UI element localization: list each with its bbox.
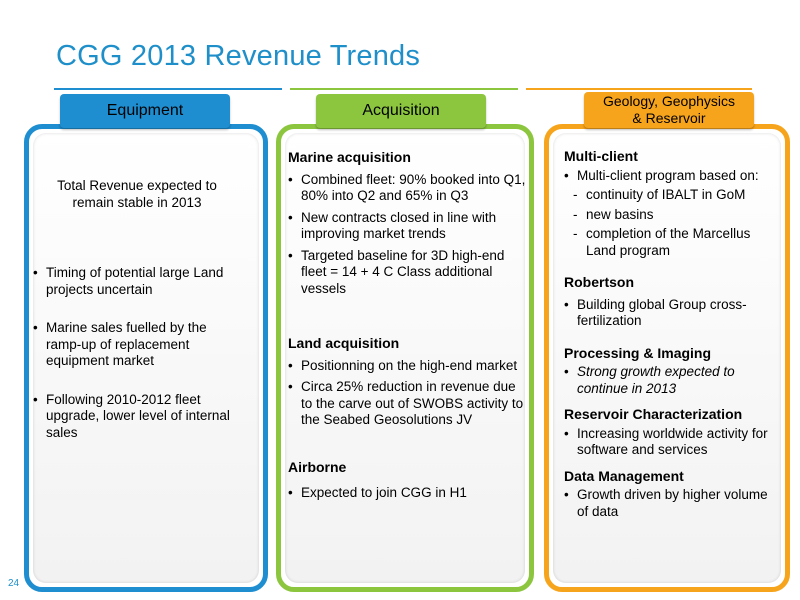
marine-bullet-text: Targeted baseline for 3D high-end fleet …: [301, 247, 505, 296]
equipment-bullet-text: Timing of potential large Land projects …: [46, 265, 224, 297]
equipment-tab: Equipment: [60, 94, 230, 128]
list-item: • Circa 25% reduction in revenue due to t…: [288, 379, 526, 429]
dash-glyph: -: [573, 187, 578, 202]
bullet-glyph: •: [288, 247, 293, 263]
list-item: • Combined fleet: 90% booked into Q1, 80%…: [288, 172, 526, 205]
equipment-intro: Total Revenue expected to remain stable …: [57, 178, 217, 210]
list-item: • Growth driven by higher volume of data: [564, 487, 780, 520]
equipment-bullet-text: Marine sales fuelled by the ramp-up of r…: [46, 320, 207, 368]
bullet-glyph: •: [288, 209, 293, 225]
list-item: • Timing of potential large Land projects…: [33, 265, 241, 298]
marine-bullet-text: Combined fleet: 90% booked into Q1, 80% …: [301, 171, 526, 204]
multiclient-dash-text: new basins: [586, 206, 654, 222]
bullet-glyph: •: [288, 171, 293, 187]
bullet-glyph: •: [564, 296, 569, 312]
robertson-heading: Robertson: [564, 274, 634, 290]
dash-glyph: -: [573, 206, 578, 222]
processing-heading: Processing & Imaging: [564, 344, 712, 361]
title-rule-green: [290, 88, 518, 90]
list-item: - new basins: [564, 207, 780, 224]
multiclient-heading: Multi-client: [564, 148, 638, 164]
bullet-glyph: •: [564, 425, 569, 441]
airborne-heading: Airborne: [288, 458, 347, 475]
multiclient-bullet-text: Multi-client program based on:: [577, 167, 759, 183]
list-item: • Multi-client program based on:: [564, 168, 780, 185]
bullet-glyph: •: [33, 265, 38, 280]
ggr-tab-line2: & Reservoir: [632, 110, 706, 126]
ggr-content: Multi-client • Multi-client program based…: [564, 148, 780, 525]
marine-bullet-text: New contracts closed in line with improv…: [301, 209, 497, 242]
list-item: • New contracts closed in line with impro…: [288, 210, 526, 243]
acquisition-content: Marine acquisition • Combined fleet: 90% …: [288, 149, 526, 507]
bullet-glyph: •: [564, 364, 569, 379]
processing-bullet-text: Strong growth expected to continue in 20…: [577, 364, 735, 396]
bullet-glyph: •: [288, 485, 293, 500]
bullet-glyph: •: [288, 379, 293, 394]
data-management-bullet-text: Growth driven by higher volume of data: [577, 487, 768, 519]
land-bullet-text: Circa 25% reduction in revenue due to th…: [301, 379, 524, 427]
dash-glyph: -: [573, 226, 578, 241]
acquisition-tab: Acquisition: [316, 94, 486, 128]
ggr-panel: [544, 124, 790, 592]
bullet-glyph: •: [564, 487, 569, 502]
data-management-heading: Data Management: [564, 467, 684, 484]
reservoir-bullet-text: Increasing worldwide activity for softwa…: [577, 425, 768, 458]
multiclient-dash-text: completion of the Marcellus Land program: [586, 226, 751, 258]
list-item: • Strong growth expected to continue in 2…: [564, 364, 780, 397]
airborne-bullet-text: Expected to join CGG in H1: [301, 485, 467, 500]
land-heading: Land acquisition: [288, 335, 400, 351]
acquisition-panel-inner: [285, 133, 525, 583]
page-title: CGG 2013 Revenue Trends: [56, 40, 421, 72]
list-item: • Targeted baseline for 3D high-end fleet…: [288, 248, 526, 298]
list-item: - completion of the Marcellus Land progra…: [564, 226, 780, 259]
equipment-bullet-text: Following 2010-2012 fleet upgrade, lower…: [46, 391, 230, 440]
bullet-glyph: •: [33, 320, 38, 335]
list-item: • Positionning on the high-end market: [288, 358, 526, 375]
page-number: 24: [8, 578, 20, 589]
title-rule-orange: [526, 88, 752, 90]
list-item: • Increasing worldwide activity for softw…: [564, 426, 780, 459]
list-item: • Marine sales fuelled by the ramp-up of …: [33, 320, 241, 370]
multiclient-dash-text: continuity of IBALT in GoM: [586, 187, 746, 202]
equipment-tab-label: Equipment: [106, 102, 184, 119]
bullet-glyph: •: [564, 167, 569, 183]
bullet-glyph: •: [33, 391, 38, 407]
acquisition-tab-label: Acquisition: [362, 102, 440, 119]
ggr-tab-line1: Geology, Geophysics: [602, 93, 736, 109]
list-item: • Building global Group cross-fertilizati…: [564, 297, 780, 330]
ggr-tab: Geology, Geophysics & Reservoir: [584, 92, 754, 128]
bullet-glyph: •: [288, 357, 293, 373]
equipment-content: Total Revenue expected to remain stable …: [33, 178, 241, 446]
equipment-panel: [24, 124, 268, 592]
reservoir-heading: Reservoir Characterization: [564, 406, 743, 422]
list-item: • Following 2010-2012 fleet upgrade, lowe…: [33, 392, 241, 442]
list-item: • Expected to join CGG in H1: [288, 485, 526, 502]
land-bullet-text: Positionning on the high-end market: [301, 357, 518, 373]
marine-heading: Marine acquisition: [288, 149, 411, 165]
ggr-panel-inner: [553, 133, 781, 583]
equipment-panel-inner: [33, 133, 259, 583]
robertson-bullet-text: Building global Group cross-fertilizatio…: [577, 296, 747, 329]
title-rule-blue: [54, 88, 282, 90]
list-item: - continuity of IBALT in GoM: [564, 187, 780, 204]
